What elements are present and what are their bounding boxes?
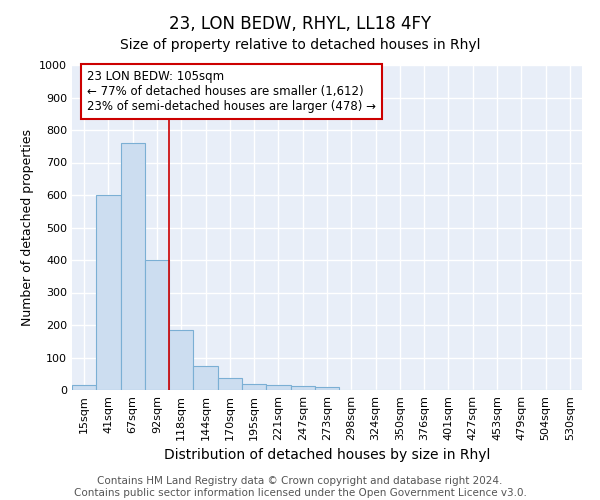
Text: Contains HM Land Registry data © Crown copyright and database right 2024.
Contai: Contains HM Land Registry data © Crown c… (74, 476, 526, 498)
Bar (218, 378, 242, 390)
Bar (193, 366, 218, 390)
Bar (145, 260, 169, 390)
Text: 23 LON BEDW: 105sqm
← 77% of detached houses are smaller (1,612)
23% of semi-det: 23 LON BEDW: 105sqm ← 77% of detached ho… (88, 70, 376, 113)
Bar (315, 387, 339, 390)
Bar (169, 330, 193, 390)
Text: Size of property relative to detached houses in Rhyl: Size of property relative to detached ho… (120, 38, 480, 52)
Bar (266, 385, 290, 390)
Text: 23, LON BEDW, RHYL, LL18 4FY: 23, LON BEDW, RHYL, LL18 4FY (169, 15, 431, 33)
Bar (290, 386, 315, 390)
Bar (96, 195, 121, 390)
X-axis label: Distribution of detached houses by size in Rhyl: Distribution of detached houses by size … (164, 448, 490, 462)
Bar (72, 385, 96, 390)
Bar (121, 143, 145, 390)
Y-axis label: Number of detached properties: Number of detached properties (20, 129, 34, 326)
Bar (242, 384, 266, 390)
